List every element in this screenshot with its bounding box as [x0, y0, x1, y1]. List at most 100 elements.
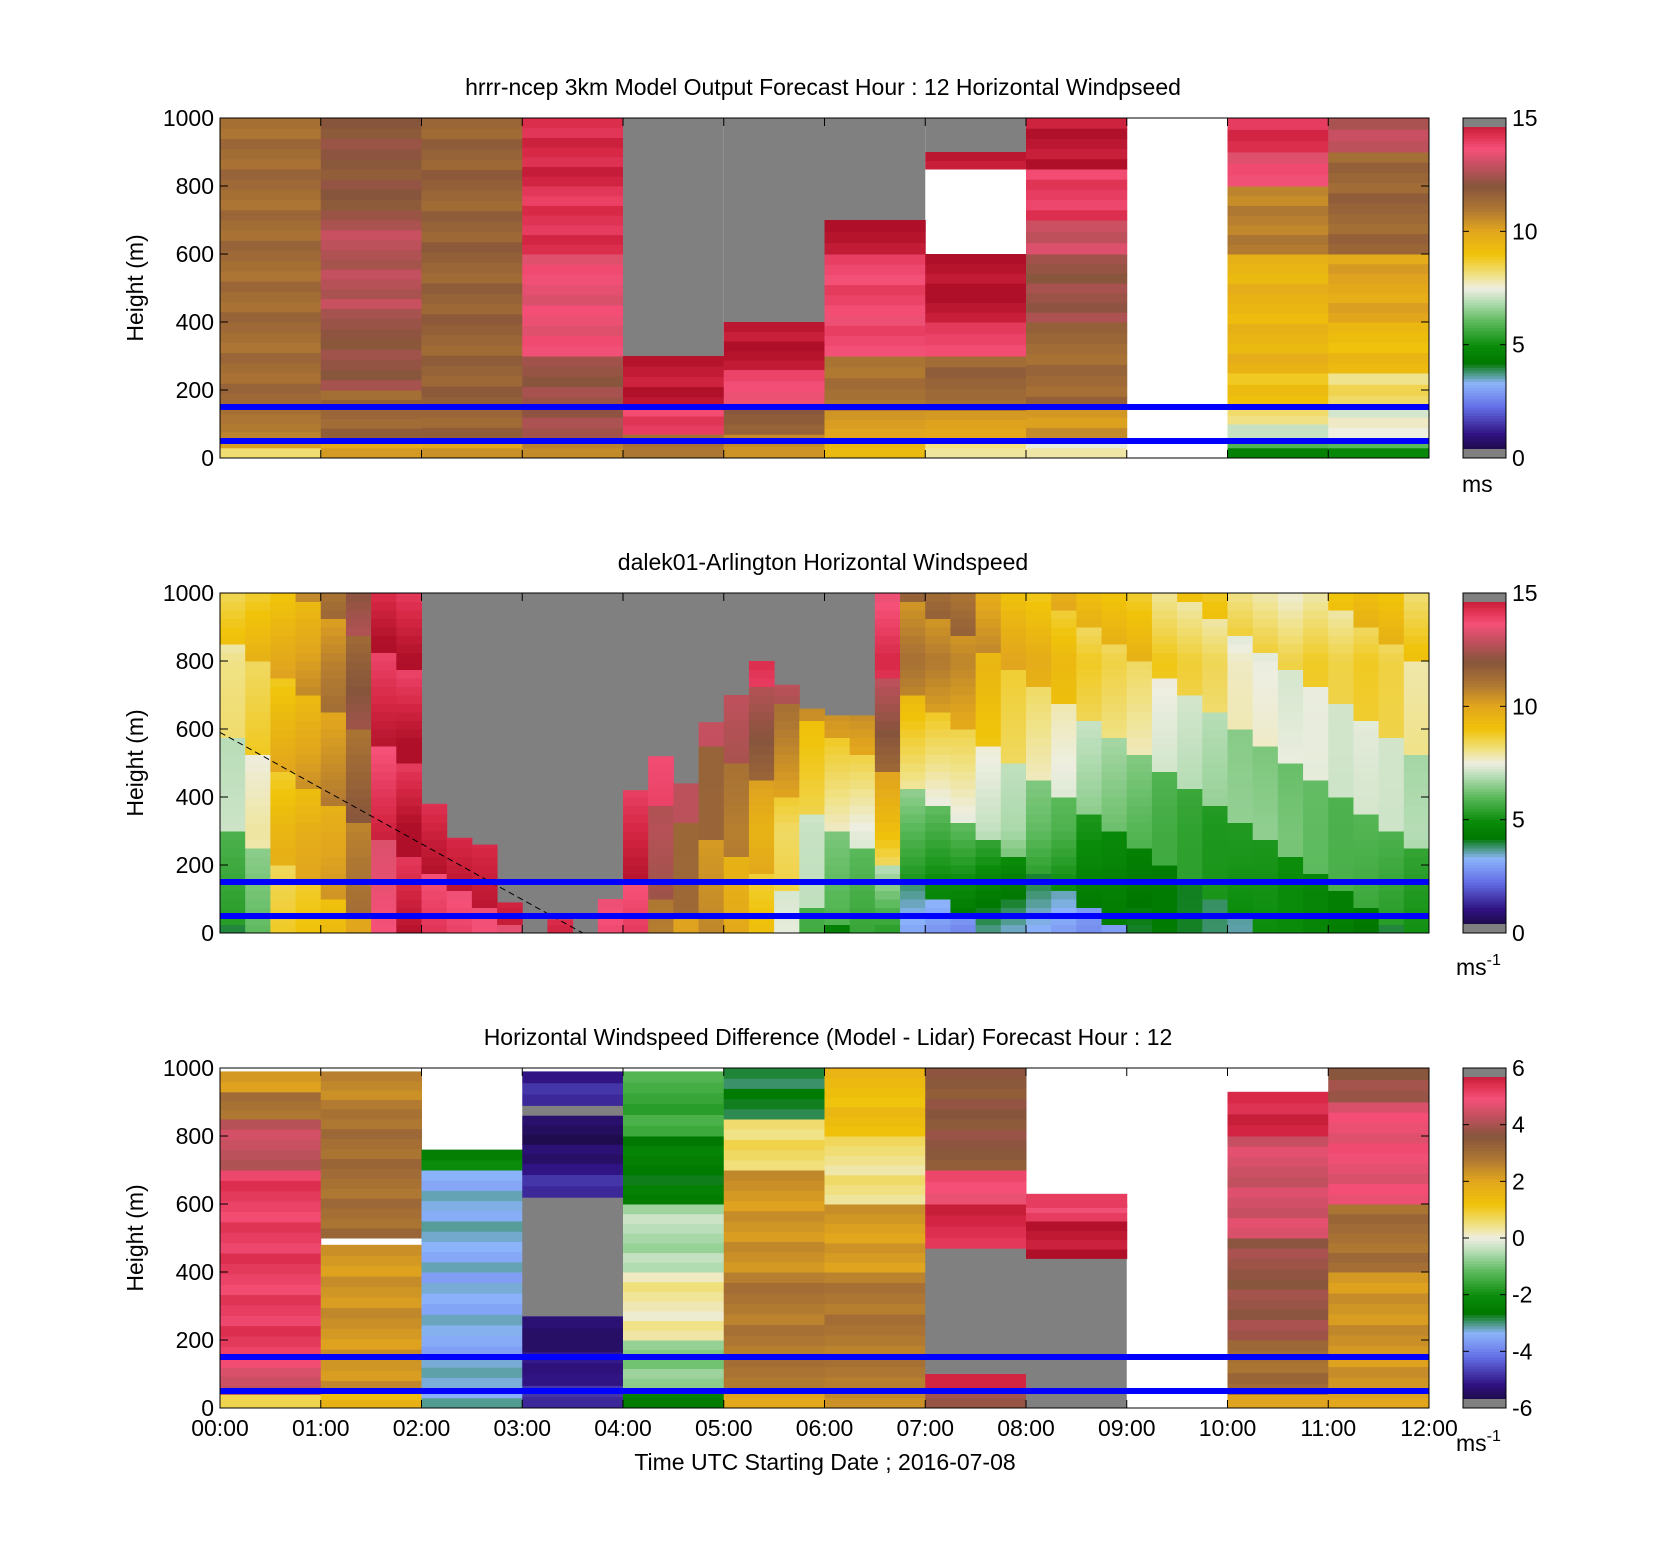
p2-data-cell [1000, 635, 1027, 645]
p2-data-cell [1378, 882, 1405, 891]
p1-data-cell [1227, 313, 1329, 324]
p2-data-cell [220, 797, 246, 806]
p2-data-cell [1378, 907, 1405, 917]
p1-data-cell [522, 335, 624, 347]
p2-data-cell [1000, 678, 1027, 687]
p2-data-cell [371, 839, 397, 849]
p1-data-cell [421, 334, 523, 346]
p2-data-cell [975, 712, 1002, 721]
p2-data-cell [748, 780, 775, 789]
p2-data-cell [1151, 771, 1178, 781]
p1-data-cell [1227, 343, 1329, 354]
p2-data-cell [446, 837, 473, 840]
p2-data-cell [1252, 797, 1279, 806]
p1-data-cell [220, 393, 322, 405]
p3-data-cell [220, 1109, 322, 1120]
p2-data-cell [1303, 856, 1329, 866]
p2-data-cell [1353, 822, 1380, 832]
p2-data-cell [1353, 754, 1380, 764]
p1-data-cell [925, 152, 1027, 161]
p2-data-cell [245, 865, 271, 874]
p3-data-cell [1328, 1366, 1430, 1378]
p2-data-cell [1252, 627, 1279, 636]
p2-data-cell [874, 618, 901, 628]
p1-missing-cell [623, 118, 724, 356]
p2-data-cell [220, 652, 246, 662]
p2-data-cell [648, 822, 674, 832]
p2-colorbar-swatch [1463, 771, 1506, 775]
p1-colorbar-swatch [1463, 421, 1506, 425]
p2-data-cell [396, 627, 422, 636]
p1-colorbar-swatch [1463, 225, 1506, 229]
p3-colorbar-swatch [1463, 1359, 1506, 1364]
p2-data-cell [1126, 593, 1153, 602]
p3-colorbar-swatch [1463, 1144, 1506, 1148]
p3-data-cell [925, 1204, 1027, 1216]
p3-data-cell [522, 1174, 624, 1187]
p3-colorbar-swatch [1463, 1155, 1506, 1160]
p2-data-cell [950, 822, 977, 832]
p2-data-cell [295, 746, 322, 755]
p2-data-cell [900, 661, 926, 670]
p2-data-cell [396, 652, 422, 662]
p2-data-cell [1202, 661, 1228, 670]
p2-data-cell [320, 661, 347, 670]
p2-data-cell [1026, 644, 1052, 653]
p2-data-cell [1151, 873, 1178, 883]
p2-data-cell [1378, 754, 1405, 764]
p2-data-cell [1026, 788, 1052, 798]
p2-data-cell [774, 684, 800, 687]
p2-data-cell [1252, 703, 1279, 713]
p2-data-cell [597, 907, 624, 917]
p2-data-cell [320, 865, 347, 874]
p2-data-cell [1101, 627, 1128, 636]
p3-data-cell [522, 1153, 624, 1164]
p3-data-cell [1227, 1166, 1329, 1178]
p2-colorbar-swatch [1463, 754, 1506, 758]
p2-data-cell [1403, 661, 1430, 670]
p2-colorbar-swatch [1463, 726, 1506, 730]
p2-data-cell [295, 729, 322, 738]
p1-data-cell [320, 179, 422, 190]
p2-data-cell [1353, 601, 1380, 611]
p2-data-cell [1076, 805, 1103, 815]
p2-data-cell [925, 644, 951, 653]
p3-data-cell [320, 1255, 422, 1267]
p3-data-cell [723, 1210, 825, 1222]
p2-data-cell [270, 695, 297, 704]
panel3-heatmap-cells [220, 1068, 1430, 1409]
p2-data-cell [1151, 822, 1178, 832]
p2-data-cell [1252, 618, 1279, 628]
p2-data-cell [874, 669, 901, 679]
p3-data-cell [320, 1128, 422, 1140]
p3-colorbar-swatch [1463, 1257, 1506, 1262]
p2-data-cell [1403, 746, 1430, 755]
p2-data-cell [774, 746, 800, 755]
p2-data-cell [1252, 661, 1279, 670]
p3-data-cell [824, 1184, 926, 1195]
p2-data-cell [371, 822, 397, 832]
p2-data-cell [220, 873, 246, 883]
p2-data-cell [1252, 848, 1279, 857]
p2-data-cell [1151, 712, 1178, 721]
p2-data-cell [723, 805, 750, 815]
p2-colorbar-swatch [1463, 621, 1506, 625]
p3-data-cell [220, 1242, 322, 1254]
p2-colorbar-swatch [1463, 865, 1506, 869]
p2-data-cell [1202, 635, 1228, 645]
p2-data-cell [1303, 729, 1329, 738]
p3-data-cell [723, 1170, 825, 1181]
p2-data-cell [1277, 754, 1304, 764]
p3-data-cell [623, 1310, 725, 1322]
p1-colorbar-swatch [1463, 290, 1506, 295]
p1-data-cell [824, 388, 926, 401]
p2-data-cell [900, 686, 926, 696]
p2-data-cell [1277, 797, 1304, 806]
p2-data-cell [270, 746, 297, 755]
p2-data-cell [1277, 899, 1304, 908]
p2-data-cell [371, 695, 397, 704]
p3-data-cell [1026, 1193, 1128, 1208]
p3-colorbar-swatch [1463, 1133, 1506, 1137]
p2-data-cell [345, 822, 372, 832]
